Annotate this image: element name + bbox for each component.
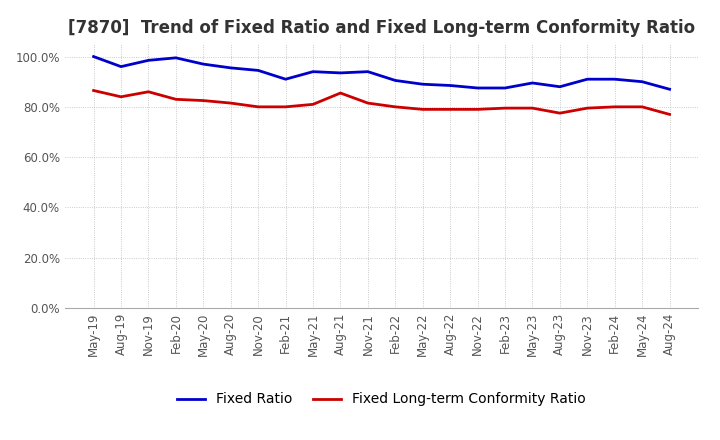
Fixed Ratio <box>89 54 98 59</box>
Fixed Ratio <box>117 64 125 69</box>
Fixed Long-term Conformity Ratio <box>117 94 125 99</box>
Fixed Ratio <box>364 69 372 74</box>
Fixed Long-term Conformity Ratio <box>144 89 153 95</box>
Fixed Long-term Conformity Ratio <box>336 90 345 95</box>
Fixed Ratio <box>171 55 180 60</box>
Fixed Ratio <box>500 85 509 91</box>
Fixed Ratio <box>254 68 263 73</box>
Fixed Long-term Conformity Ratio <box>171 97 180 102</box>
Fixed Long-term Conformity Ratio <box>364 100 372 106</box>
Fixed Ratio <box>583 77 592 82</box>
Legend: Fixed Ratio, Fixed Long-term Conformity Ratio: Fixed Ratio, Fixed Long-term Conformity … <box>171 387 592 412</box>
Fixed Ratio <box>418 81 427 87</box>
Fixed Ratio <box>528 81 537 86</box>
Fixed Long-term Conformity Ratio <box>254 104 263 110</box>
Fixed Long-term Conformity Ratio <box>199 98 207 103</box>
Fixed Long-term Conformity Ratio <box>611 104 619 110</box>
Title: [7870]  Trend of Fixed Ratio and Fixed Long-term Conformity Ratio: [7870] Trend of Fixed Ratio and Fixed Lo… <box>68 19 696 37</box>
Fixed Ratio <box>473 85 482 91</box>
Fixed Ratio <box>144 58 153 63</box>
Fixed Ratio <box>226 65 235 70</box>
Fixed Long-term Conformity Ratio <box>638 104 647 110</box>
Fixed Ratio <box>446 83 454 88</box>
Fixed Ratio <box>638 79 647 84</box>
Fixed Long-term Conformity Ratio <box>418 107 427 112</box>
Fixed Long-term Conformity Ratio <box>556 110 564 116</box>
Fixed Ratio <box>336 70 345 76</box>
Fixed Long-term Conformity Ratio <box>391 104 400 110</box>
Fixed Long-term Conformity Ratio <box>583 106 592 111</box>
Fixed Long-term Conformity Ratio <box>282 104 290 110</box>
Fixed Ratio <box>282 77 290 82</box>
Fixed Long-term Conformity Ratio <box>89 88 98 93</box>
Fixed Long-term Conformity Ratio <box>226 100 235 106</box>
Fixed Ratio <box>391 78 400 83</box>
Fixed Ratio <box>611 77 619 82</box>
Line: Fixed Ratio: Fixed Ratio <box>94 57 670 89</box>
Fixed Ratio <box>199 62 207 67</box>
Fixed Ratio <box>309 69 318 74</box>
Fixed Long-term Conformity Ratio <box>665 112 674 117</box>
Fixed Long-term Conformity Ratio <box>446 107 454 112</box>
Fixed Ratio <box>556 84 564 89</box>
Fixed Long-term Conformity Ratio <box>500 106 509 111</box>
Line: Fixed Long-term Conformity Ratio: Fixed Long-term Conformity Ratio <box>94 91 670 114</box>
Fixed Ratio <box>665 87 674 92</box>
Fixed Long-term Conformity Ratio <box>528 106 537 111</box>
Fixed Long-term Conformity Ratio <box>309 102 318 107</box>
Fixed Long-term Conformity Ratio <box>473 107 482 112</box>
